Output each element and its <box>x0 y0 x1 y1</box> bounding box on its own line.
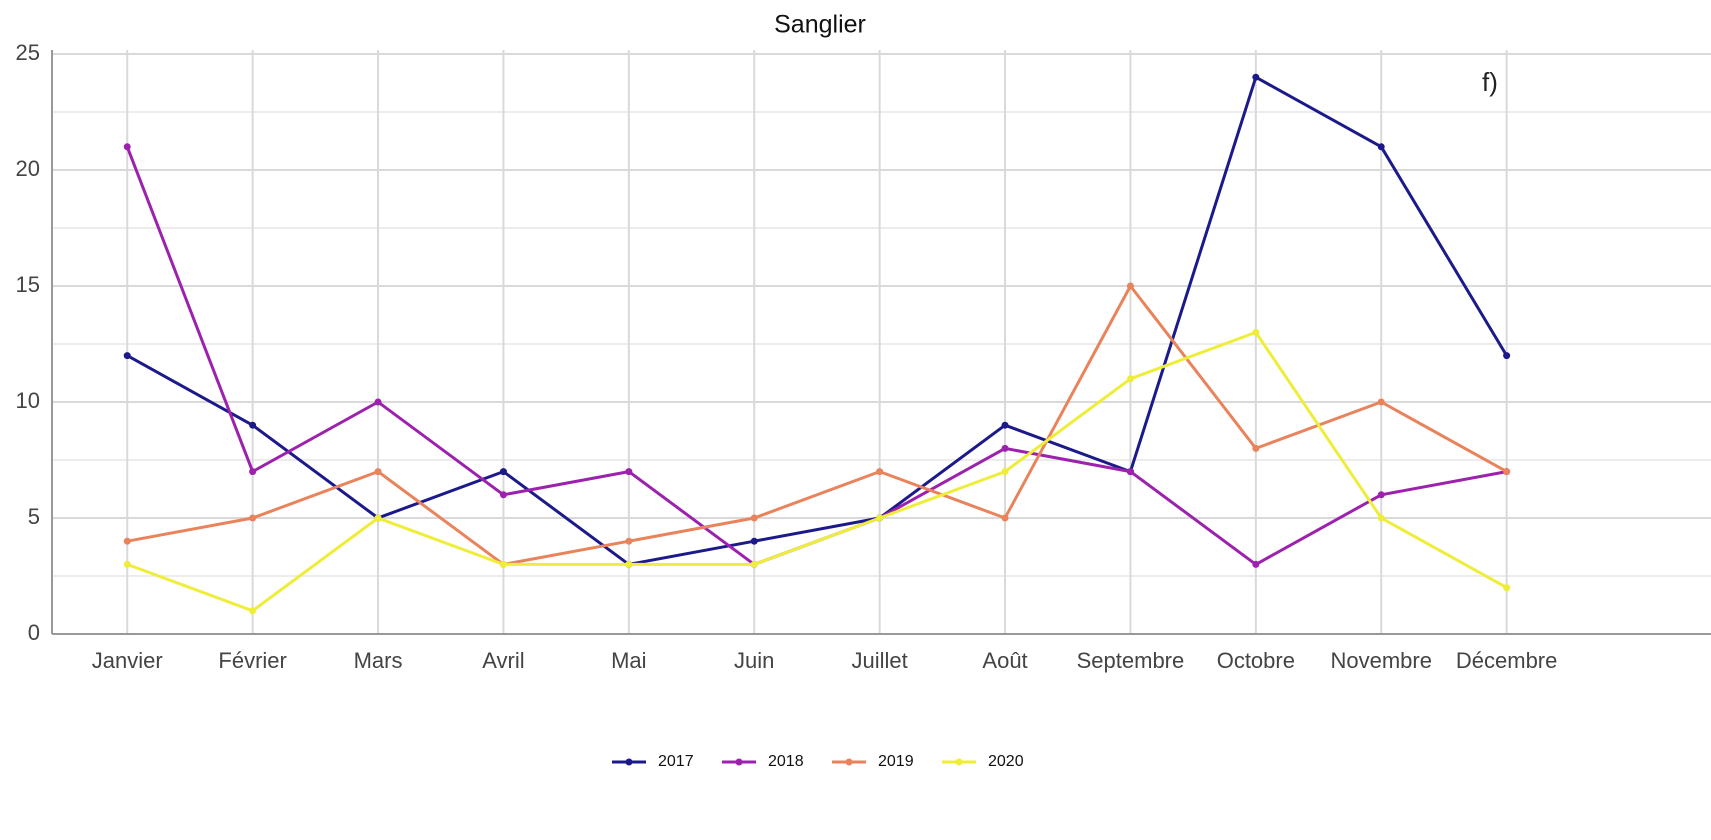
point <box>1126 282 1134 290</box>
point <box>876 468 884 476</box>
legend-dot <box>625 758 633 766</box>
series-line <box>126 75 1508 566</box>
point <box>1377 514 1385 522</box>
legend-label: 2017 <box>658 753 694 770</box>
y-tick-label: 20 <box>16 156 40 181</box>
legend-label: 2019 <box>878 753 914 770</box>
point <box>499 560 507 568</box>
point <box>1252 73 1260 81</box>
point <box>1503 468 1511 476</box>
y-tick-label: 25 <box>16 40 40 65</box>
point <box>374 468 382 476</box>
point <box>249 607 257 615</box>
point <box>1126 468 1134 476</box>
point <box>249 468 257 476</box>
point <box>123 352 131 360</box>
x-tick-label: Mars <box>354 648 403 673</box>
point <box>374 514 382 522</box>
x-tick-label: Juin <box>734 648 774 673</box>
point <box>499 491 507 499</box>
point <box>1001 514 1009 522</box>
point <box>1252 560 1260 568</box>
point <box>1001 468 1009 476</box>
point <box>750 537 758 545</box>
series-line <box>126 284 1508 566</box>
x-tick-label: Février <box>218 648 286 673</box>
x-tick-label: Décembre <box>1456 648 1557 673</box>
chart-title: Sanglier <box>774 11 866 39</box>
point <box>499 468 507 476</box>
point <box>1001 421 1009 429</box>
point <box>123 537 131 545</box>
legend-dot <box>955 758 963 766</box>
legend-dot <box>735 758 743 766</box>
legend-dot <box>845 758 853 766</box>
point <box>1252 328 1260 336</box>
point <box>1377 143 1385 151</box>
x-tick-label: Janvier <box>92 648 163 673</box>
x-tick-label: Juillet <box>852 648 908 673</box>
legend-label: 2020 <box>988 753 1024 770</box>
series-line <box>125 146 1507 566</box>
x-tick-label: Août <box>982 648 1027 673</box>
series-line <box>126 330 1508 613</box>
x-tick-label: Novembre <box>1330 648 1431 673</box>
point <box>625 468 633 476</box>
point <box>625 560 633 568</box>
y-tick-label: 15 <box>16 272 40 297</box>
point <box>123 143 131 151</box>
point <box>123 560 131 568</box>
y-tick-label: 10 <box>16 388 40 413</box>
annotation: f) <box>1482 67 1498 97</box>
point <box>249 514 257 522</box>
point <box>1377 491 1385 499</box>
point <box>249 421 257 429</box>
point <box>876 514 884 522</box>
legend-label: 2018 <box>768 753 804 770</box>
x-tick-label: Avril <box>482 648 524 673</box>
point <box>1377 398 1385 406</box>
point <box>1503 352 1511 360</box>
point <box>1126 375 1134 383</box>
point <box>750 560 758 568</box>
point <box>374 398 382 406</box>
point <box>1252 444 1260 452</box>
point <box>1503 584 1511 592</box>
x-tick-label: Octobre <box>1217 648 1295 673</box>
x-tick-label: Septembre <box>1077 648 1185 673</box>
point <box>625 537 633 545</box>
point <box>750 514 758 522</box>
x-tick-label: Mai <box>611 648 646 673</box>
y-tick-label: 5 <box>28 504 40 529</box>
point <box>1001 444 1009 452</box>
y-tick-label: 0 <box>28 620 40 645</box>
